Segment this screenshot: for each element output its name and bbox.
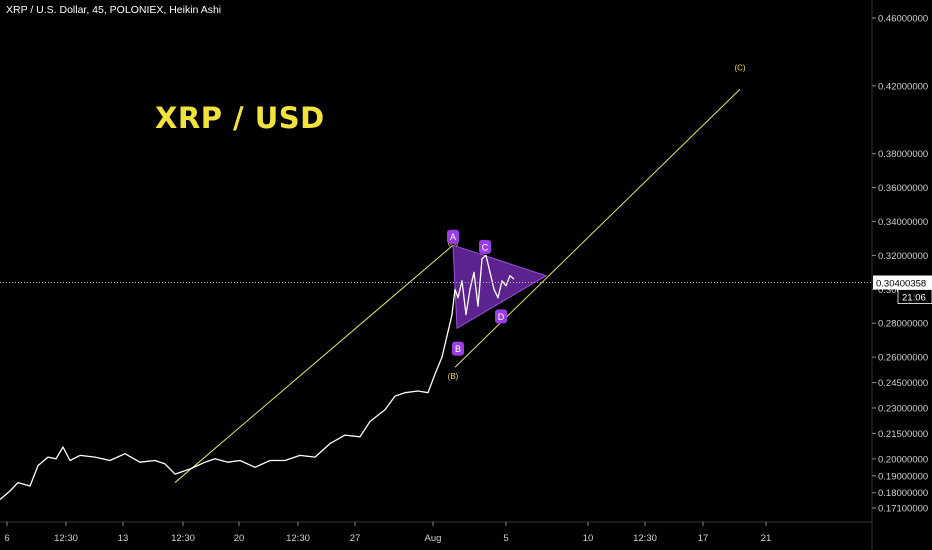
chart-annotation-title[interactable]: XRP / USD (155, 101, 325, 135)
time-tick-label: 5 (503, 533, 508, 544)
badge-bg (479, 239, 491, 254)
last-price-badge[interactable] (873, 275, 932, 290)
time-tick-label: 17 (698, 533, 709, 544)
triangle-label-badge: D (495, 309, 507, 324)
countdown-label: 21:06 (902, 292, 926, 303)
price-tick-label: 0.19000000 (878, 471, 928, 482)
badge-text: B (455, 344, 461, 354)
price-tick-label: 0.24500000 (878, 378, 928, 389)
time-tick-label: 6 (4, 533, 9, 544)
price-tick-label: 0.38000000 (878, 149, 928, 160)
trend-line[interactable] (174, 244, 454, 483)
triangle-label-badge: B (452, 341, 464, 356)
badge-text: C (482, 242, 489, 252)
price-tick-label: 0.20000000 (878, 454, 928, 465)
triangle-label-badge: A (447, 229, 459, 244)
badge-bg (452, 341, 464, 356)
time-tick-label: Aug (425, 533, 442, 544)
time-tick-label: 12:30 (171, 533, 195, 544)
price-tick-label: 0.18000000 (878, 488, 928, 499)
price-tick-label: 0.21500000 (878, 429, 928, 440)
price-tick-label: 0.46000000 (878, 14, 928, 25)
badge-bg (447, 229, 459, 244)
time-axis[interactable]: 6 12:30 13 12:30 20 12:30 27 Aug 5 10 12:30 17 21 (0, 521, 872, 544)
time-tick-label: 10 (583, 533, 594, 544)
price-axis[interactable]: 0.46000000 0.42000000 0.38000000 0.36000000… (871, 0, 932, 550)
trend-line[interactable] (454, 88, 741, 368)
price-tick-label: 0.28000000 (878, 319, 928, 330)
price-tick-label: 0.17100000 (878, 504, 928, 515)
price-tick-label: 0.42000000 (878, 81, 928, 92)
badge-text: D (498, 312, 505, 322)
price-tick-label: 0.23000000 (878, 403, 928, 414)
wave-label: (B) (448, 372, 459, 381)
badge-bg (495, 309, 507, 324)
triangle-pattern[interactable] (452, 244, 548, 330)
badge-text: A (450, 232, 456, 242)
triangle-label-badge: C (479, 239, 491, 254)
time-tick-label: 20 (234, 533, 245, 544)
time-tick-label: 21 (761, 533, 772, 544)
time-tick-label: 27 (350, 533, 361, 544)
price-series-line (0, 254, 515, 500)
time-tick-label: 12:30 (54, 533, 78, 544)
price-tick-label: 0.26000000 (878, 353, 928, 364)
time-tick-label: 13 (118, 533, 129, 544)
time-tick-label: 12:30 (633, 533, 657, 544)
price-tick-label: 0.32000000 (878, 251, 928, 262)
price-tick-label: 0.36000000 (878, 183, 928, 194)
symbol-title: XRP / U.S. Dollar, 45, POLONIEX, Heikin … (6, 4, 222, 16)
time-tick-label: 12:30 (286, 533, 310, 544)
price-tick-label: 0.34000000 (878, 217, 928, 228)
countdown-badge (897, 289, 932, 304)
last-price-label: 0.30400358 (876, 278, 926, 289)
wave-label: (C) (734, 64, 745, 73)
